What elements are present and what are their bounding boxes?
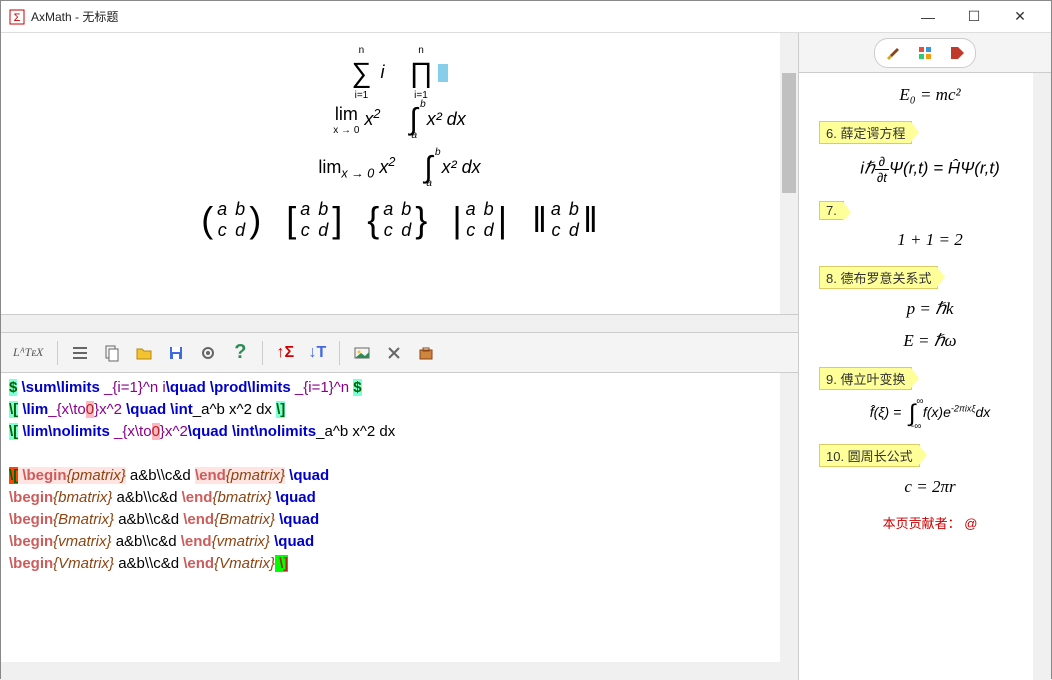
- copy-button[interactable]: [98, 339, 126, 367]
- integral-symbol: ∫ba: [409, 103, 417, 137]
- formula-debroglie-1[interactable]: p = ℏk: [819, 299, 1041, 319]
- label-6: 6. 薛定谔方程: [819, 121, 912, 144]
- formula-fourier[interactable]: f̂(ξ) = ∫∞-∞ f(x)e-2πixξdx: [819, 400, 1041, 428]
- formula-library[interactable]: E₀ = mc² 6. 薛定谔方程 iℏ∂∂tΨ(r,t) = ĤΨ(r,t) …: [799, 73, 1051, 680]
- label-8: 8. 德布罗意关系式: [819, 266, 938, 289]
- preview-row-2: limx → 0 x2 ∫ba x² dx: [21, 103, 778, 137]
- separator: [262, 341, 263, 365]
- label-9: 9. 傅立叶变换: [819, 367, 912, 390]
- code-vscrollbar[interactable]: [780, 373, 798, 662]
- Bmatrix: {abcd}: [367, 199, 427, 241]
- svg-text:Σ: Σ: [14, 12, 21, 24]
- tools-button[interactable]: [380, 339, 408, 367]
- settings-button[interactable]: [194, 339, 222, 367]
- save-button[interactable]: [162, 339, 190, 367]
- to-text-button[interactable]: ↓T: [303, 339, 331, 367]
- formula-schrodinger[interactable]: iℏ∂∂tΨ(r,t) = ĤΨ(r,t): [819, 154, 1041, 185]
- bmatrix: [abcd]: [286, 199, 342, 241]
- preview-row-1: ∑ni=1 i ∏ni=1: [21, 57, 778, 89]
- preview-hscrollbar[interactable]: [1, 315, 798, 333]
- separator: [339, 341, 340, 365]
- right-vscrollbar[interactable]: [1033, 73, 1051, 680]
- left-pane: ∑ni=1 i ∏ni=1 limx → 0 x2 ∫ba x² dx l: [1, 33, 799, 680]
- formula-7[interactable]: 1 + 1 = 2: [819, 230, 1041, 250]
- list-button[interactable]: [66, 339, 94, 367]
- latex-code-editor[interactable]: $ \sum\limits _{i=1}^n i\quad \prod\limi…: [1, 373, 798, 662]
- brush-button[interactable]: [877, 41, 909, 65]
- sum-symbol: ∑ni=1: [351, 57, 371, 89]
- titlebar: Σ AxMath - 无标题 — ☐ ✕: [1, 1, 1051, 33]
- latex-label: LᴬTᴇX: [7, 345, 49, 360]
- briefcase-button[interactable]: [412, 339, 440, 367]
- preview-vscrollbar[interactable]: [780, 33, 798, 314]
- main-layout: ∑ni=1 i ∏ni=1 limx → 0 x2 ∫ba x² dx l: [1, 33, 1051, 680]
- right-pane: E₀ = mc² 6. 薛定谔方程 iℏ∂∂tΨ(r,t) = ĤΨ(r,t) …: [799, 33, 1051, 680]
- prod-symbol: ∏ni=1: [409, 57, 432, 89]
- preview-row-3: limx → 0 x2 ∫ba x² dx: [21, 151, 778, 185]
- window-controls: — ☐ ✕: [905, 2, 1043, 32]
- vmatrix: |abcd|: [452, 199, 507, 241]
- latex-toolbar: LᴬTᴇX ? ↑Σ ↓T: [1, 333, 798, 373]
- maximize-button[interactable]: ☐: [951, 2, 997, 32]
- help-button[interactable]: ?: [226, 339, 254, 367]
- open-button[interactable]: [130, 339, 158, 367]
- window-title: AxMath - 无标题: [31, 8, 905, 25]
- minimize-button[interactable]: —: [905, 2, 951, 32]
- tag-button[interactable]: [941, 41, 973, 65]
- separator: [57, 341, 58, 365]
- math-preview[interactable]: ∑ni=1 i ∏ni=1 limx → 0 x2 ∫ba x² dx l: [1, 33, 798, 315]
- integral-inline: ∫ba: [424, 151, 432, 185]
- lim-inline: lim: [318, 157, 341, 177]
- right-toolbar: [799, 33, 1051, 73]
- close-button[interactable]: ✕: [997, 2, 1043, 32]
- label-7: 7.: [819, 201, 844, 220]
- formula-debroglie-2[interactable]: E = ℏω: [819, 331, 1041, 351]
- contributor-text: 本页贡献者： @: [819, 509, 1041, 536]
- cursor-placeholder: [438, 64, 448, 82]
- to-render-button[interactable]: ↑Σ: [271, 339, 299, 367]
- grid-button[interactable]: [909, 41, 941, 65]
- code-hscrollbar[interactable]: [1, 662, 798, 680]
- formula-e0[interactable]: E₀ = mc²: [819, 85, 1041, 105]
- pmatrix: (abcd): [201, 199, 261, 241]
- app-icon: Σ: [9, 9, 25, 25]
- image-button[interactable]: [348, 339, 376, 367]
- preview-row-4: (abcd) [abcd] {abcd} |abcd| ‖abcd‖: [21, 199, 778, 241]
- Vmatrix: ‖abcd‖: [532, 199, 598, 241]
- lim-display: limx → 0: [333, 104, 359, 136]
- label-10: 10. 圆周长公式: [819, 444, 920, 467]
- formula-circumference[interactable]: c = 2πr: [819, 477, 1041, 497]
